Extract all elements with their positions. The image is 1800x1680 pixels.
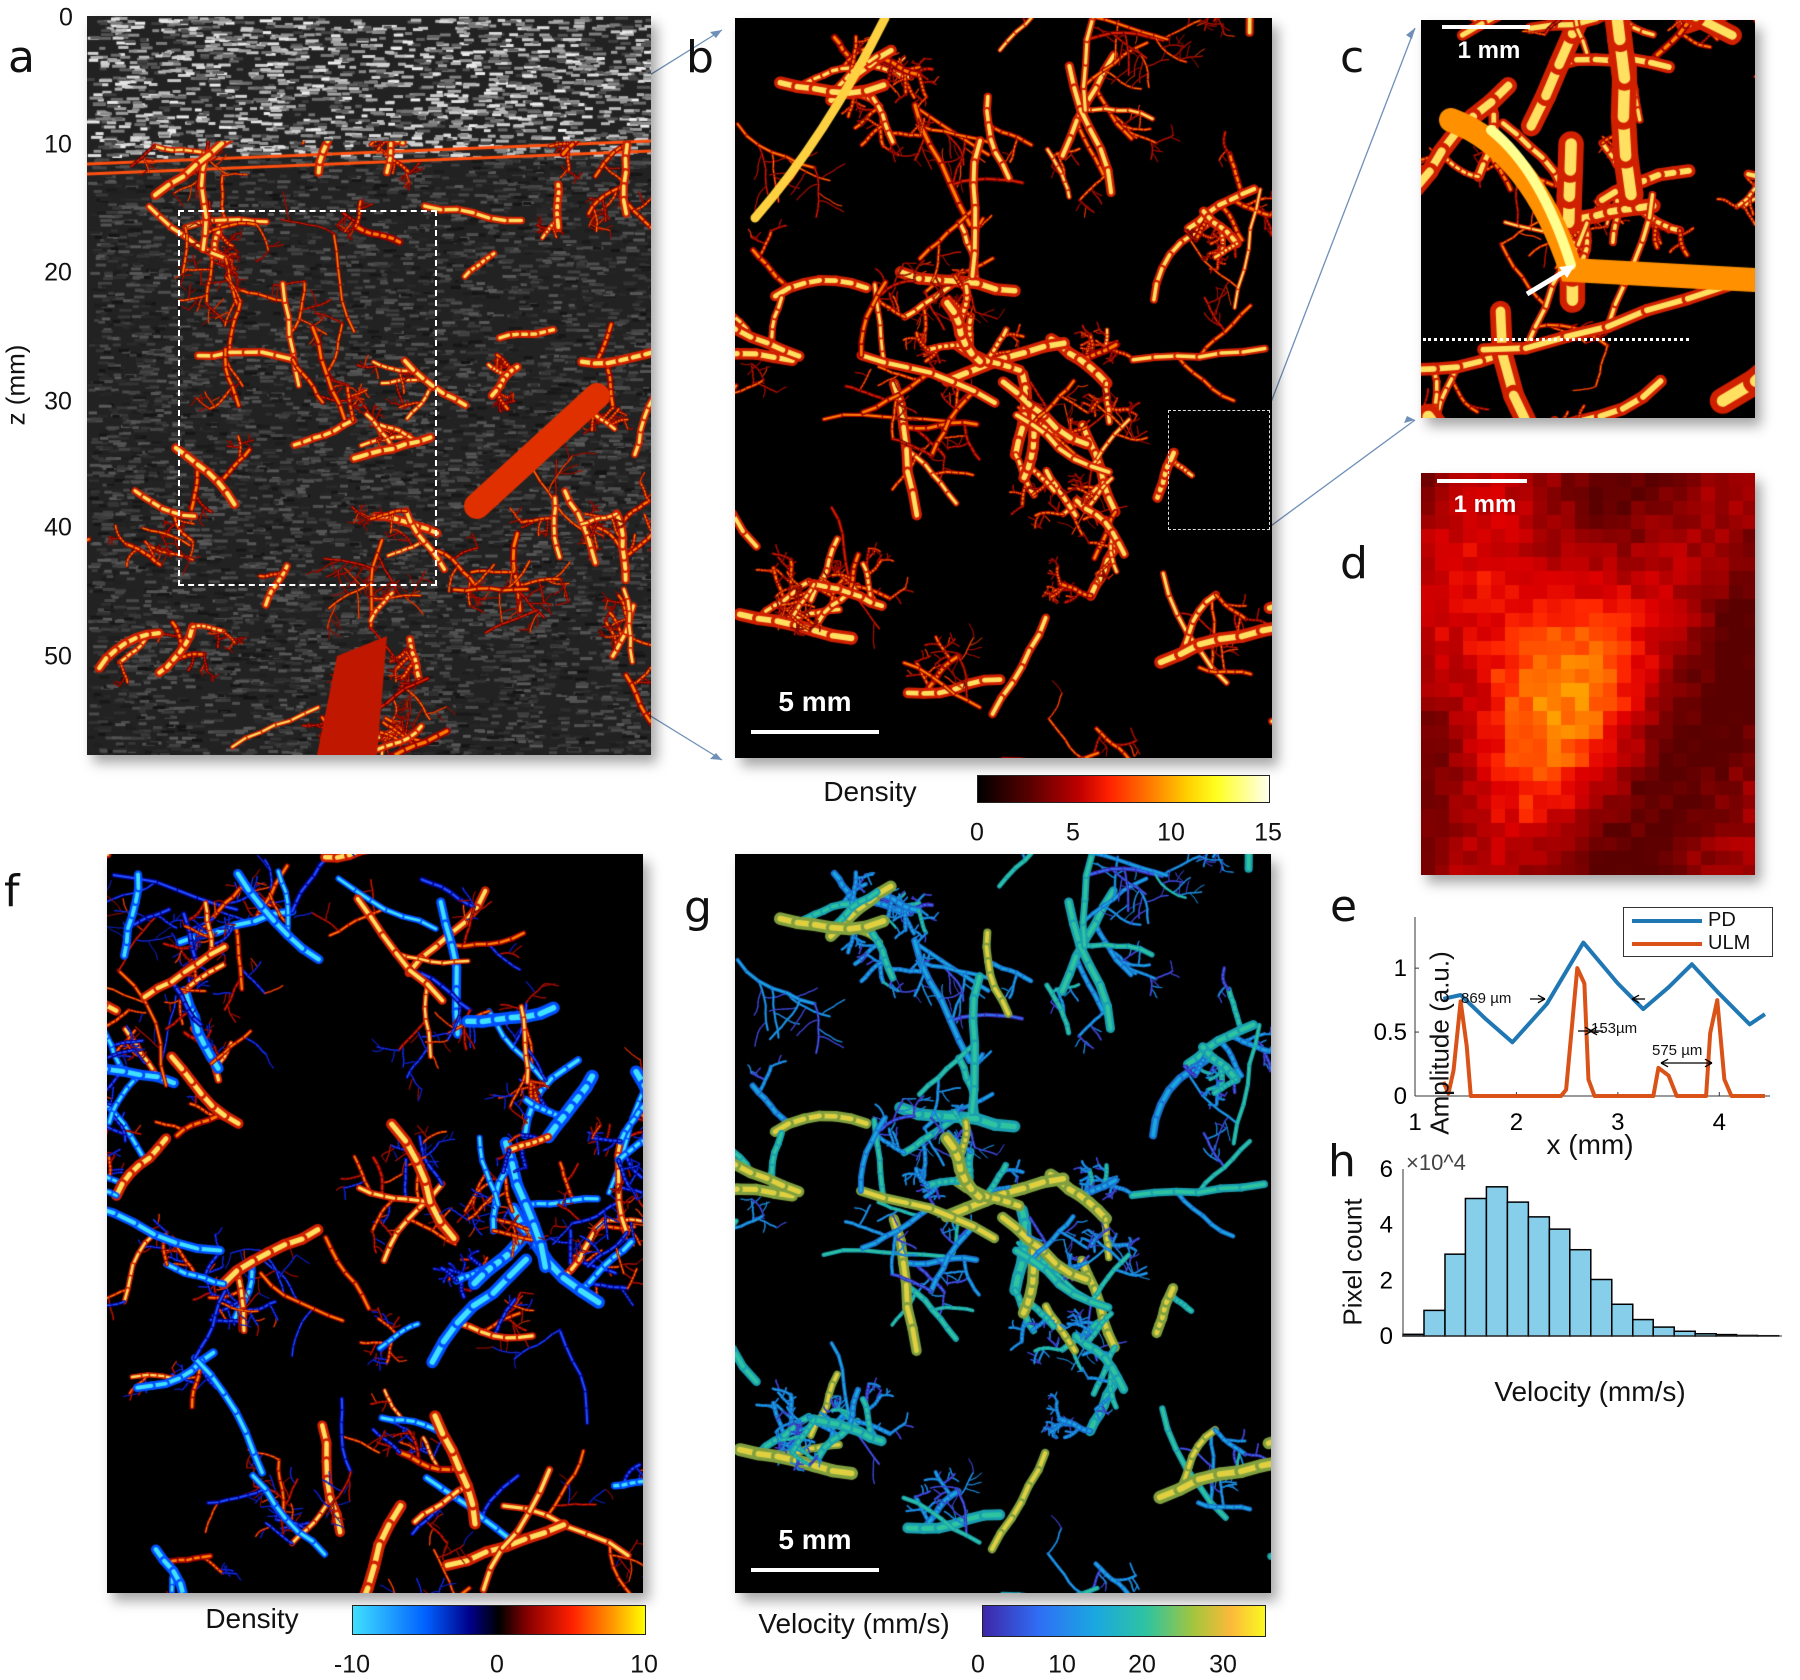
histogram-bar: [1465, 1199, 1486, 1336]
colorbar-tick: 0: [971, 1651, 985, 1680]
power-doppler-image: [1421, 473, 1755, 875]
annotation-fwhm-ulm: 153µm: [1591, 1020, 1637, 1037]
profile-dotted-line: [1423, 338, 1689, 341]
velocity-map-panel-g: 5 mm: [735, 854, 1271, 1593]
histogram-bar: [1570, 1250, 1591, 1336]
y-tick-label: 2: [1380, 1267, 1393, 1294]
scale-bar: [1437, 479, 1527, 483]
histogram-bar: [1674, 1331, 1695, 1336]
colorbar-tick: 10: [1048, 1651, 1076, 1680]
colorbar-tick: 0: [490, 1651, 504, 1680]
y-tick: 20: [44, 259, 72, 288]
annotation-fwhm-pd: 869 µm: [1461, 990, 1511, 1007]
roi-dashed-box: [178, 210, 437, 586]
legend: PD ULM: [1623, 907, 1773, 957]
legend-label-pd: PD: [1708, 909, 1736, 932]
panel-label-d: d: [1340, 542, 1368, 586]
directional-density-image: [107, 854, 643, 1593]
panel-label-b: b: [686, 36, 714, 80]
colorbar-tick: 20: [1128, 1651, 1156, 1680]
zoomed-density-panel-c: 1 mm: [1421, 20, 1755, 418]
y-tick: 40: [44, 514, 72, 543]
scale-bar-label: 1 mm: [1458, 37, 1521, 65]
ultrasound-overlay-panel-a: [87, 16, 651, 755]
scale-bar: [751, 1568, 879, 1572]
connector-line: [1268, 28, 1415, 410]
colorbar-tick: 10: [630, 1651, 658, 1680]
panel-label-f: f: [4, 870, 20, 914]
histogram-bar: [1591, 1279, 1612, 1336]
density-map-panel-b: 5 mm: [735, 18, 1272, 758]
y-axis-label: Amplitude (a.u.): [1425, 951, 1456, 1135]
colorbar-tick: -10: [334, 1651, 370, 1680]
scale-bar-label: 5 mm: [778, 686, 851, 718]
histogram-bar: [1653, 1327, 1674, 1336]
y-tick: 30: [44, 388, 72, 417]
roi-dashed-box: [1168, 410, 1270, 530]
legend-swatch-pd: [1632, 919, 1702, 923]
panel-label-c: c: [1340, 36, 1364, 80]
scale-bar: [1442, 25, 1530, 29]
panel-label-g: g: [684, 886, 712, 930]
density-image: [735, 18, 1272, 758]
y-tick-label: 0: [1380, 1323, 1393, 1350]
y-tick-label: 6: [1380, 1156, 1393, 1183]
y-tick: 10: [44, 131, 72, 160]
y-tick: 50: [44, 643, 72, 672]
density-colorbar: [977, 775, 1270, 803]
zoomed-ulm-image: [1421, 20, 1755, 418]
colorbar-label: Velocity (mm/s): [758, 1608, 949, 1640]
velocity-image: [735, 854, 1271, 1593]
histogram-bar: [1507, 1202, 1528, 1336]
x-tick-label: 4: [1713, 1109, 1726, 1136]
y-tick-label: 0: [1394, 1083, 1407, 1110]
legend-label-ulm: ULM: [1708, 932, 1750, 955]
y-axis-label: z (mm): [1, 345, 32, 426]
panel-label-a: a: [8, 36, 35, 80]
histogram-bar: [1633, 1320, 1653, 1336]
arrow-icon: [1521, 260, 1581, 300]
y-tick: 0: [59, 4, 73, 33]
y-tick-label: 4: [1380, 1212, 1393, 1239]
colorbar-tick: 5: [1066, 819, 1080, 848]
y-multiplier: ×10^4: [1406, 1150, 1466, 1176]
histogram-bar: [1424, 1310, 1445, 1336]
colorbar-tick: 0: [970, 819, 984, 848]
x-axis-label: Velocity (mm/s): [1494, 1376, 1685, 1408]
histogram-bar: [1549, 1229, 1569, 1336]
directional-density-colorbar: [352, 1605, 646, 1635]
colorbar-label: Density: [823, 776, 916, 808]
colorbar-label: Density: [205, 1603, 298, 1635]
velocity-colorbar: [982, 1605, 1266, 1637]
histogram-bar: [1486, 1187, 1507, 1336]
connector-line: [1268, 420, 1415, 528]
scale-bar-label: 5 mm: [778, 1524, 851, 1556]
y-tick-label: 0.5: [1374, 1019, 1407, 1046]
histogram-bar: [1445, 1254, 1465, 1336]
y-tick-label: 1: [1394, 955, 1407, 982]
histogram-bar: [1612, 1304, 1633, 1336]
histogram-bar: [1528, 1217, 1549, 1336]
x-tick-label: 2: [1510, 1109, 1523, 1136]
colorbar-tick: 10: [1157, 819, 1185, 848]
scale-bar: [751, 730, 879, 734]
colorbar-tick: 15: [1254, 819, 1282, 848]
scale-bar-label: 1 mm: [1454, 491, 1517, 519]
directional-density-panel-f: [107, 854, 643, 1593]
power-doppler-panel-d: 1 mm: [1421, 473, 1755, 875]
velocity-histogram-chart: 02040600246: [1320, 1150, 1800, 1350]
annotation-separation: 575 µm: [1652, 1042, 1702, 1059]
colorbar-tick: 30: [1209, 1651, 1237, 1680]
legend-swatch-ulm: [1632, 942, 1702, 946]
x-tick-label: 1: [1408, 1109, 1421, 1136]
y-axis-label: Pixel count: [1338, 1198, 1369, 1325]
arrowhead-icon: [1406, 28, 1415, 39]
